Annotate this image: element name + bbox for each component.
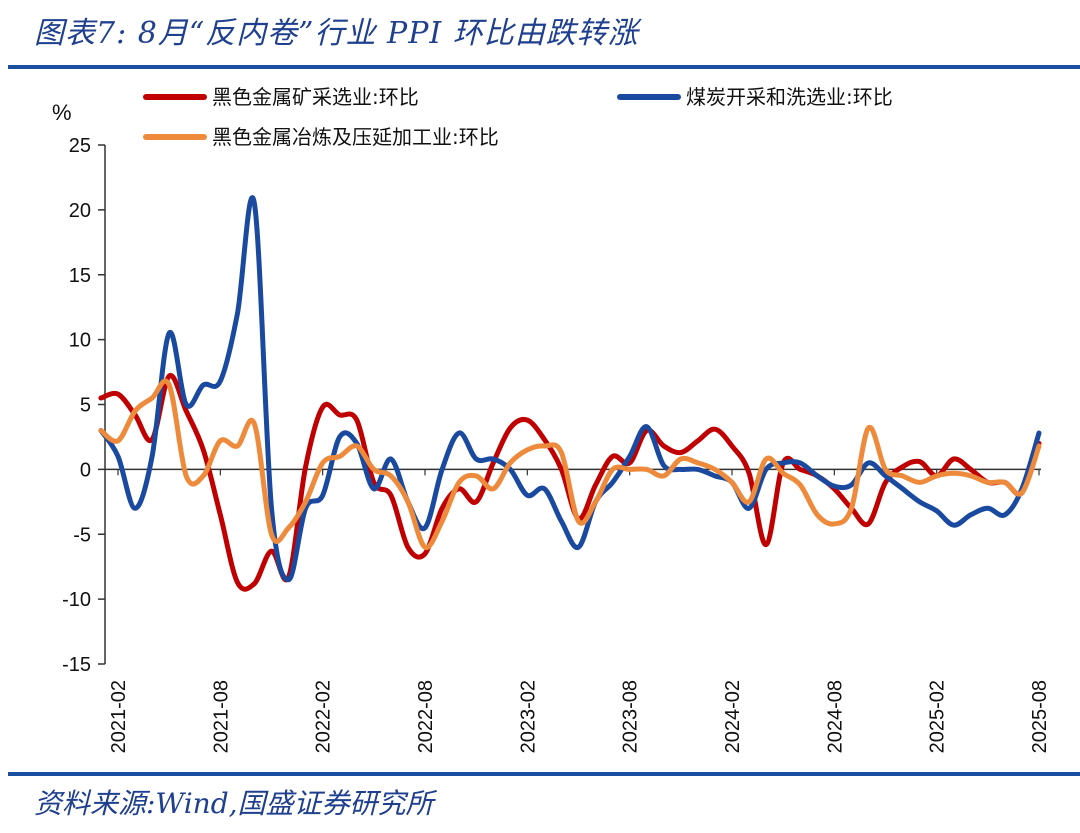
y-tick-label: 20 [69,200,91,222]
y-tick-label: -10 [62,589,91,611]
line-chart: 25 20 15 10 5 0 -5 -10 -15% 2021-02 2021-08 2022-02… [52,85,1051,753]
x-tick-label: 2021-02 [108,680,130,753]
footer-divider [8,772,1080,776]
series-line-ferrous-smelting [98,378,1042,550]
y-tick-label: 5 [80,395,91,417]
x-tick-label: 2025-02 [927,680,949,753]
series-line-ferrous-mining [98,373,1042,592]
y-tick-label: -5 [73,524,91,546]
x-tick-label: 2022-08 [415,680,437,753]
source-note: 资料来源:Wind,国盛证券研究所 [34,787,434,820]
x-tick-label: 2022-02 [313,680,335,753]
y-tick-label: 15 [69,265,91,287]
y-tick-label: 0 [80,459,91,481]
figure-title: 图表7: 8月“反内卷”行业 PPI 环比由跌转涨 [34,16,639,51]
x-tick-label: 2023-08 [620,680,642,753]
series-line-coal-mining [98,195,1042,583]
x-tick-label: 2024-08 [824,680,846,753]
x-tick-label: 2024-02 [722,680,744,753]
y-tick-label: 25 [69,135,91,157]
title-divider [8,65,1080,69]
legend-ferrous-mining-label: 黑色金属矿采选业:环比 [212,85,419,109]
legend-ferrous-smelting-label: 黑色金属冶炼及压延加工业:环比 [212,125,499,149]
x-tick-label: 2025-08 [1029,680,1051,753]
legend-coal-mining-label: 煤炭开采和洗选业:环比 [686,85,893,109]
y-tick-label: 10 [69,330,91,352]
x-tick-label: 2021-08 [210,680,232,753]
x-tick-label: 2023-02 [517,680,539,753]
y-tick-label: -15 [62,654,91,676]
y-unit-label: % [52,100,72,125]
